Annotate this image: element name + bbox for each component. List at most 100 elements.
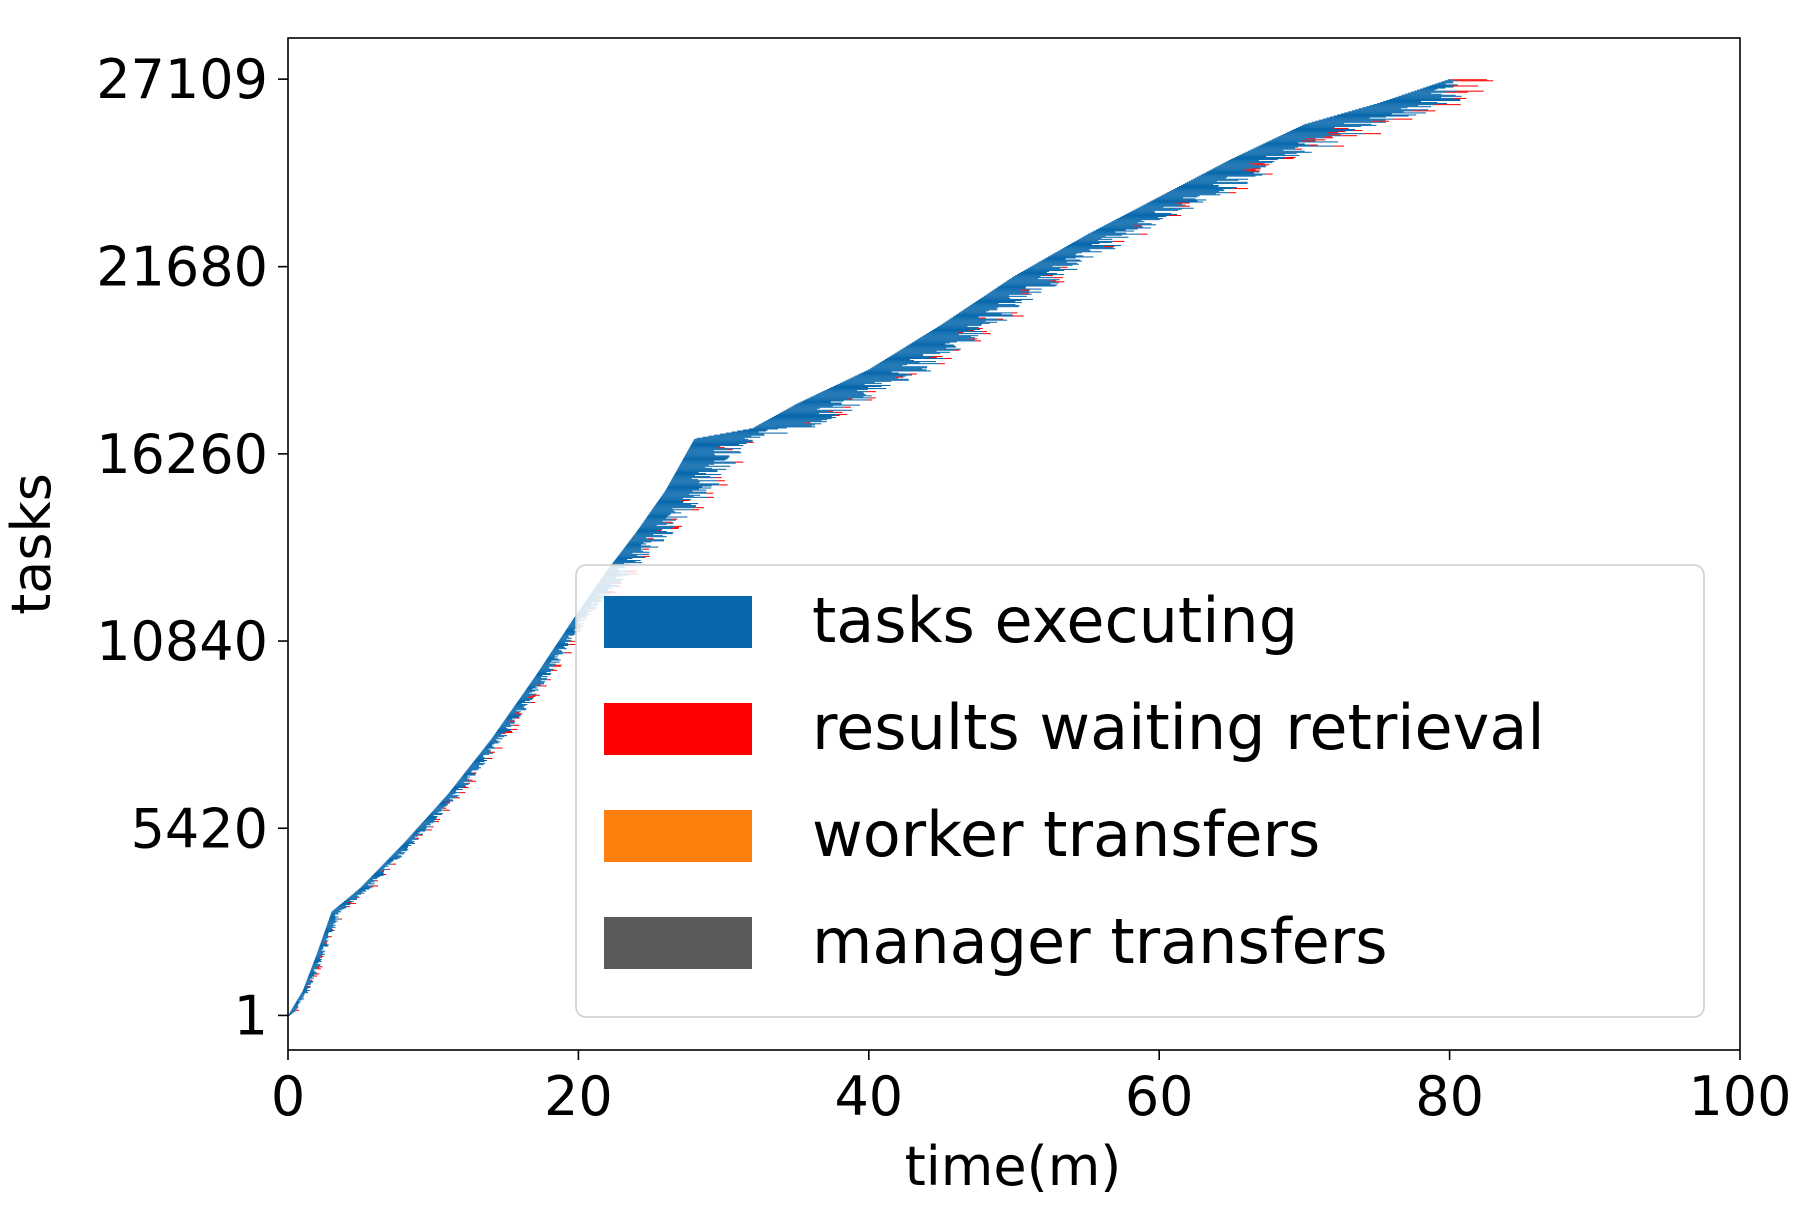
task-executing-bar bbox=[976, 300, 1016, 303]
task-executing-bar bbox=[294, 1004, 298, 1006]
task-executing-bar bbox=[890, 355, 935, 357]
task-executing-bar bbox=[410, 835, 418, 837]
task-executing-bar bbox=[1053, 253, 1077, 255]
result-waiting-bar bbox=[328, 936, 332, 938]
task-executing-bar bbox=[304, 985, 308, 987]
task-executing-bar bbox=[1001, 284, 1058, 286]
task-executing-bar bbox=[1444, 80, 1459, 82]
task-executing-bar bbox=[462, 774, 476, 776]
task-executing-bar bbox=[650, 511, 676, 513]
task-executing-bar bbox=[935, 327, 977, 329]
task-executing-bar bbox=[369, 878, 377, 880]
result-waiting-bar bbox=[1169, 214, 1182, 217]
task-executing-bar bbox=[737, 430, 766, 432]
task-executing-bar bbox=[880, 362, 920, 364]
task-executing-bar bbox=[292, 1007, 298, 1009]
task-executing-bar bbox=[519, 698, 533, 700]
task-executing-bar bbox=[960, 311, 987, 313]
task-executing-bar bbox=[303, 987, 308, 990]
task-executing-bar bbox=[855, 375, 906, 377]
result-waiting-bar bbox=[1012, 312, 1018, 314]
task-executing-bar bbox=[708, 435, 752, 437]
result-waiting-bar bbox=[454, 797, 460, 799]
task-executing-bar bbox=[528, 685, 542, 687]
task-executing-bar bbox=[406, 839, 412, 841]
task-executing-bar bbox=[339, 905, 346, 907]
task-executing-bar bbox=[619, 553, 650, 555]
task-executing-bar bbox=[646, 516, 688, 518]
task-executing-bar bbox=[1192, 178, 1249, 180]
task-executing-bar bbox=[620, 552, 633, 554]
task-executing-bar bbox=[357, 889, 366, 891]
task-executing-bar bbox=[1080, 237, 1102, 239]
task-executing-bar bbox=[303, 989, 307, 991]
task-executing-bar bbox=[569, 624, 581, 626]
task-executing-bar bbox=[431, 811, 438, 813]
task-executing-bar bbox=[677, 468, 727, 470]
task-executing-bar bbox=[490, 739, 497, 741]
task-executing-bar bbox=[422, 822, 434, 824]
task-executing-bar bbox=[781, 411, 835, 413]
task-executing-bar bbox=[835, 384, 891, 386]
task-executing-bar bbox=[694, 438, 749, 440]
task-executing-bar bbox=[516, 701, 532, 704]
task-executing-bar bbox=[556, 643, 569, 645]
task-executing-bar bbox=[1200, 174, 1263, 176]
result-waiting-bar bbox=[444, 809, 450, 811]
task-executing-bar bbox=[390, 856, 402, 858]
task-executing-bar bbox=[1208, 170, 1249, 172]
task-executing-bar bbox=[1417, 89, 1435, 91]
task-executing-bar bbox=[309, 971, 316, 973]
task-executing-bar bbox=[1188, 180, 1217, 182]
task-executing-bar bbox=[1438, 82, 1454, 84]
result-waiting-bar bbox=[529, 695, 536, 697]
task-executing-bar bbox=[315, 955, 321, 957]
result-waiting-bar bbox=[908, 373, 917, 375]
task-executing-bar bbox=[785, 409, 853, 411]
result-waiting-bar bbox=[1453, 97, 1467, 99]
task-executing-bar bbox=[990, 291, 1042, 293]
task-executing-bar bbox=[420, 824, 431, 826]
task-executing-bar bbox=[386, 860, 394, 862]
x-tick-label: 100 bbox=[1688, 1065, 1791, 1128]
task-executing-bar bbox=[1055, 252, 1082, 254]
task-executing-bar bbox=[517, 700, 526, 702]
task-executing-bar bbox=[351, 894, 358, 896]
task-executing-bar bbox=[306, 980, 314, 982]
task-executing-bar bbox=[719, 433, 764, 435]
result-waiting-bar bbox=[982, 331, 988, 333]
task-executing-bar bbox=[325, 928, 331, 930]
task-executing-bar bbox=[965, 308, 997, 310]
task-executing-bar bbox=[1395, 96, 1442, 98]
task-executing-bar bbox=[470, 765, 479, 767]
task-executing-bar bbox=[548, 656, 558, 658]
task-executing-bar bbox=[620, 551, 650, 553]
task-executing-bar bbox=[1426, 86, 1454, 88]
task-executing-bar bbox=[411, 833, 423, 835]
task-executing-bar bbox=[1057, 251, 1102, 253]
task-executing-bar bbox=[656, 503, 699, 505]
task-executing-bar bbox=[1441, 81, 1453, 83]
task-executing-bar bbox=[652, 508, 673, 510]
task-executing-bar bbox=[626, 544, 642, 546]
task-executing-bar bbox=[951, 317, 979, 319]
task-executing-bar bbox=[1073, 241, 1112, 243]
y-tick-label: 16260 bbox=[96, 423, 268, 486]
result-waiting-bar bbox=[718, 484, 728, 486]
task-executing-bar bbox=[546, 658, 559, 660]
task-executing-bar bbox=[677, 467, 712, 469]
task-executing-bar bbox=[1420, 88, 1438, 90]
task-executing-bar bbox=[916, 339, 976, 341]
task-executing-bar bbox=[489, 741, 501, 743]
result-waiting-bar bbox=[315, 967, 320, 969]
task-executing-bar bbox=[1263, 143, 1305, 145]
task-executing-bar bbox=[644, 519, 676, 521]
task-executing-bar bbox=[665, 489, 707, 491]
task-executing-bar bbox=[550, 653, 563, 655]
task-executing-bar bbox=[533, 678, 548, 680]
result-waiting-bar bbox=[1353, 130, 1363, 132]
task-executing-bar bbox=[553, 648, 567, 650]
task-executing-bar bbox=[322, 938, 328, 940]
task-executing-bar bbox=[388, 858, 398, 860]
task-executing-bar bbox=[474, 760, 488, 762]
